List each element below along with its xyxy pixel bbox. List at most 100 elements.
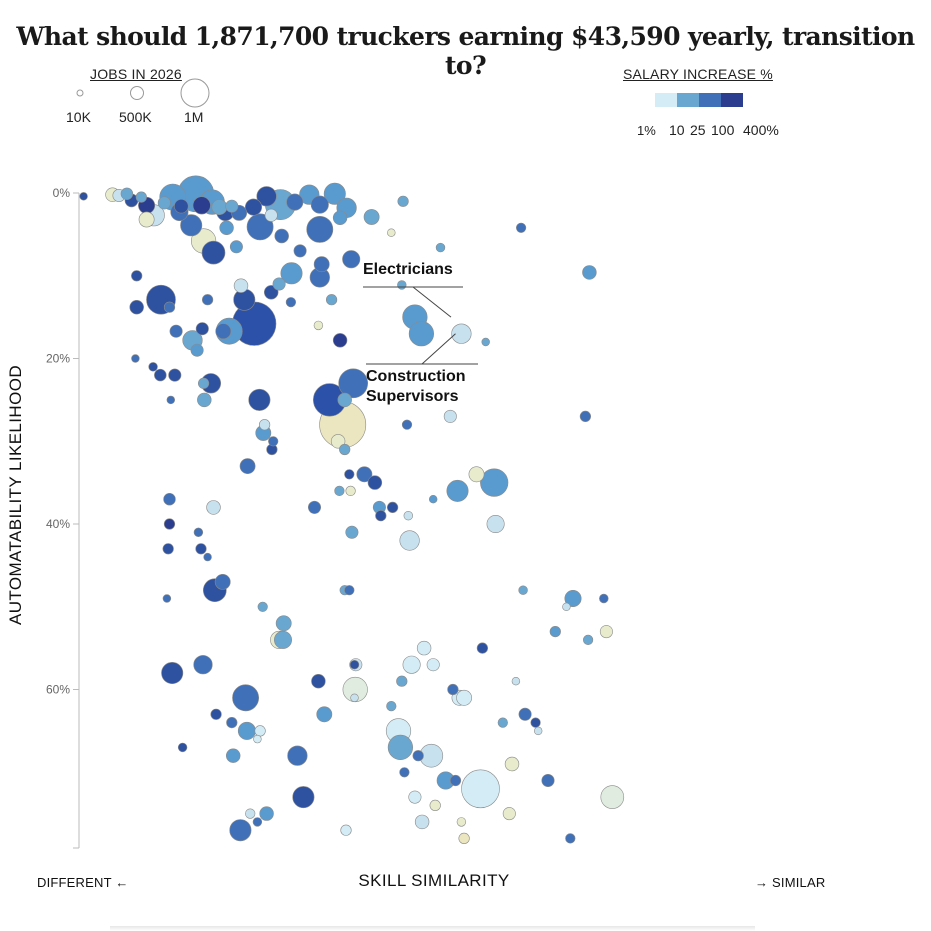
data-point[interactable] [131, 354, 140, 363]
data-point[interactable] [138, 211, 155, 228]
data-point[interactable] [334, 485, 345, 497]
data-point[interactable] [515, 222, 527, 233]
data-point[interactable] [447, 683, 459, 696]
data-point[interactable] [225, 199, 239, 213]
data-point[interactable] [486, 514, 505, 533]
data-point[interactable] [599, 625, 613, 639]
data-point[interactable] [168, 368, 182, 382]
data-point[interactable] [154, 368, 167, 382]
data-point[interactable] [402, 655, 421, 674]
data-point[interactable] [201, 240, 226, 265]
data-point[interactable] [399, 767, 410, 778]
data-point[interactable] [259, 419, 271, 431]
data-point[interactable] [310, 195, 329, 214]
data-point[interactable] [226, 716, 238, 729]
data-point[interactable] [248, 388, 271, 411]
data-point[interactable] [456, 817, 467, 827]
data-point[interactable] [163, 493, 176, 506]
data-point[interactable] [192, 196, 211, 215]
data-point[interactable] [148, 362, 158, 372]
data-point[interactable] [332, 333, 348, 348]
data-point[interactable] [461, 769, 500, 809]
data-point[interactable] [456, 689, 472, 706]
data-point[interactable] [206, 500, 221, 515]
data-point[interactable] [481, 337, 490, 347]
data-point[interactable] [264, 285, 279, 300]
data-point[interactable] [582, 634, 594, 646]
data-point[interactable] [530, 717, 541, 728]
data-point[interactable] [202, 294, 214, 306]
data-point[interactable] [562, 602, 571, 611]
data-point[interactable] [233, 278, 249, 293]
data-point[interactable] [162, 543, 174, 555]
data-point[interactable] [229, 240, 243, 254]
data-point[interactable] [246, 213, 274, 241]
data-point[interactable] [387, 734, 414, 761]
data-point[interactable] [565, 833, 576, 844]
data-point[interactable] [497, 717, 508, 728]
data-point[interactable] [226, 748, 241, 763]
data-point[interactable] [429, 799, 441, 812]
data-point[interactable] [582, 265, 597, 280]
data-point[interactable] [468, 466, 485, 483]
data-point[interactable] [533, 726, 543, 736]
data-point[interactable] [387, 501, 399, 514]
data-point[interactable] [190, 343, 204, 357]
data-point[interactable] [600, 785, 625, 809]
data-point[interactable] [174, 199, 189, 214]
data-point[interactable] [313, 320, 324, 331]
data-point[interactable] [340, 824, 352, 836]
data-point[interactable] [330, 434, 346, 449]
data-point[interactable] [564, 589, 582, 607]
data-point[interactable] [286, 193, 304, 211]
data-point[interactable] [79, 192, 88, 201]
data-point[interactable] [215, 323, 232, 340]
data-point[interactable] [375, 510, 387, 522]
data-point[interactable] [387, 228, 396, 237]
data-point[interactable] [480, 468, 509, 497]
data-point[interactable] [157, 196, 171, 210]
data-point[interactable] [280, 262, 303, 285]
data-point[interactable] [252, 817, 263, 827]
data-point[interactable] [268, 436, 279, 447]
data-point[interactable] [541, 773, 555, 787]
data-point[interactable] [120, 187, 134, 201]
data-point[interactable] [272, 277, 286, 291]
data-point[interactable] [349, 659, 360, 670]
data-point[interactable] [237, 721, 256, 740]
data-point[interactable] [285, 297, 297, 308]
data-point[interactable] [401, 419, 413, 430]
data-point[interactable] [339, 443, 351, 456]
data-point[interactable] [198, 377, 210, 389]
data-point[interactable] [245, 808, 256, 819]
data-point[interactable] [344, 585, 355, 596]
data-point[interactable] [275, 615, 292, 632]
data-point[interactable] [504, 756, 520, 772]
data-point[interactable] [399, 530, 420, 551]
data-point[interactable] [177, 742, 188, 753]
data-point[interactable] [549, 625, 561, 638]
data-point[interactable] [344, 469, 355, 480]
data-point[interactable] [232, 684, 260, 712]
data-point[interactable] [211, 199, 228, 215]
data-point[interactable] [367, 475, 383, 490]
data-point[interactable] [214, 574, 231, 590]
data-point[interactable] [169, 324, 183, 338]
data-point[interactable] [599, 593, 609, 604]
data-point[interactable] [229, 819, 252, 842]
data-point[interactable] [307, 500, 321, 514]
data-point[interactable] [408, 321, 435, 347]
data-point[interactable] [313, 256, 330, 273]
data-point[interactable] [292, 786, 315, 809]
data-point[interactable] [245, 198, 263, 216]
data-point[interactable] [396, 675, 408, 687]
data-point[interactable] [256, 186, 277, 207]
data-point[interactable] [446, 479, 469, 502]
data-point[interactable] [426, 658, 440, 672]
data-point[interactable] [306, 215, 334, 243]
data-point[interactable] [356, 466, 373, 483]
data-point[interactable] [323, 182, 346, 205]
data-point[interactable] [435, 242, 446, 253]
data-point[interactable] [511, 676, 521, 686]
data-point[interactable] [458, 832, 470, 845]
